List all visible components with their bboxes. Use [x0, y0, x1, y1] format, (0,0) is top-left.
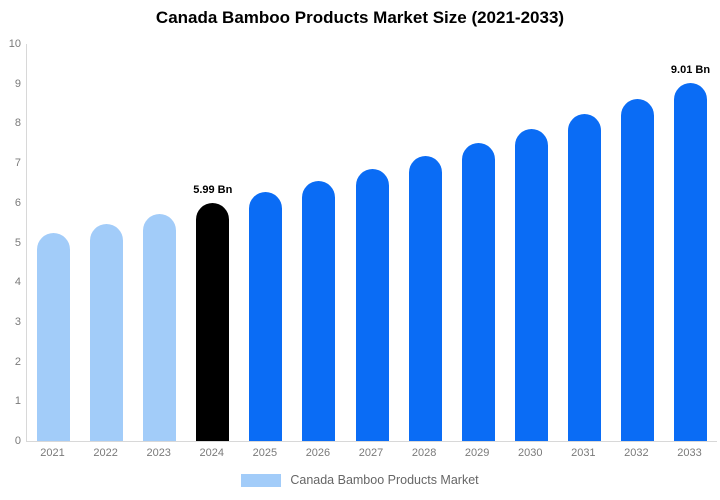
bar-2033[interactable]	[673, 83, 707, 441]
x-tick-label-2024: 2024	[199, 447, 225, 459]
bar-slot-2028	[399, 44, 452, 441]
y-tick-label: 9	[14, 77, 21, 90]
x-tick-label-2026: 2026	[305, 447, 331, 459]
bar-2026[interactable]	[302, 180, 336, 441]
chart-title: Canada Bamboo Products Market Size (2021…	[155, 8, 565, 27]
bar-slot-2025	[239, 44, 292, 441]
legend-label: Canada Bamboo Products Market	[290, 473, 479, 487]
bar-2024[interactable]	[196, 203, 230, 441]
bar-slot-2023	[133, 44, 186, 441]
x-tick-label-2025: 2025	[252, 447, 278, 459]
y-tick-label: 0	[14, 435, 21, 447]
x-tick-label-2027: 2027	[358, 447, 384, 459]
bars-container: 5.99 Bn 9.01 Bn	[27, 44, 717, 441]
legend[interactable]: Canada Bamboo Products Market	[0, 473, 720, 487]
bar-2023[interactable]	[143, 213, 177, 441]
x-axis: 2021 2022 2023 2024 2025 2026 2027 2028 2029 2030…	[26, 447, 716, 459]
y-tick-label: 5	[14, 236, 21, 249]
bar-slot-2029	[452, 44, 505, 441]
bar-slot-2030	[505, 44, 558, 441]
y-tick-label: 7	[14, 157, 21, 170]
bar-slot-2032	[611, 44, 664, 441]
x-tick-label-2021: 2021	[40, 447, 65, 459]
y-tick-label: 1	[14, 395, 21, 408]
bar-slot-2024: 5.99 Bn	[186, 44, 239, 441]
bar-slot-2031	[558, 44, 611, 441]
bar-2022[interactable]	[90, 223, 124, 441]
plot-area: 5.99 Bn 9.01 Bn	[26, 44, 717, 442]
legend-swatch-icon	[241, 473, 282, 487]
x-tick-label-2031: 2031	[571, 447, 596, 459]
y-tick-label: 8	[14, 117, 21, 130]
y-tick-label: 2	[14, 355, 21, 368]
y-tick-label: 6	[14, 196, 21, 209]
bar-slot-2027	[345, 44, 398, 441]
bar-2028[interactable]	[408, 155, 442, 441]
y-tick-label: 3	[14, 315, 21, 328]
bar-slot-2022	[80, 44, 133, 441]
bar-value-label-2024: 5.99 Bn	[193, 184, 233, 197]
x-tick-label-2023: 2023	[146, 447, 171, 459]
bar-slot-2033: 9.01 Bn	[664, 44, 717, 441]
x-tick-label-2028: 2028	[411, 447, 437, 459]
bar-2032[interactable]	[620, 99, 654, 441]
bar-slot-2021	[27, 44, 80, 441]
x-tick-label-2029: 2029	[464, 447, 490, 459]
bar-slot-2026	[292, 44, 345, 441]
x-tick-label-2030: 2030	[518, 447, 543, 459]
y-tick-label: 10	[8, 38, 21, 50]
bar-2027[interactable]	[355, 168, 389, 441]
bar-2025[interactable]	[249, 192, 283, 441]
bar-value-label-2033: 9.01 Bn	[670, 64, 711, 77]
bar-2030[interactable]	[514, 128, 548, 441]
x-tick-label-2022: 2022	[93, 447, 118, 459]
y-tick-label: 4	[14, 276, 21, 289]
bar-2021[interactable]	[37, 233, 71, 441]
bar-2029[interactable]	[461, 142, 495, 441]
x-tick-label-2033: 2033	[677, 447, 702, 459]
bar-2031[interactable]	[567, 114, 601, 441]
y-axis: 0 1 2 3 4 5 6 7 8 9 10	[0, 38, 21, 447]
x-tick-label-2032: 2032	[624, 447, 649, 459]
